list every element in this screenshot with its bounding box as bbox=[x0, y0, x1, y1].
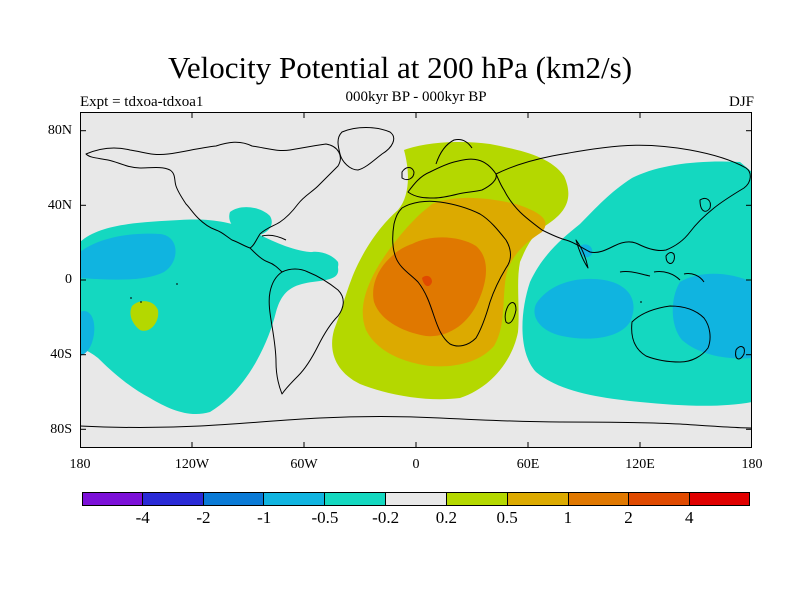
coast-japan bbox=[699, 197, 711, 212]
coast-british-isles bbox=[401, 167, 415, 181]
colorbar-label: -0.5 bbox=[311, 508, 339, 527]
colorbar-swatch-8 bbox=[568, 492, 630, 506]
coast-north-america bbox=[85, 141, 341, 249]
coast-greenland bbox=[337, 127, 395, 171]
coast-africa bbox=[392, 200, 511, 347]
lon-label-180-west: 180 bbox=[69, 457, 91, 472]
contour-pos2-core bbox=[422, 275, 432, 287]
colorbar bbox=[82, 492, 750, 506]
contour-pos02-sw-pacific bbox=[130, 301, 159, 331]
contour-neg05-pacific-west bbox=[80, 233, 176, 280]
colorbar-label: -4 bbox=[135, 508, 150, 527]
contour-pos1-africa bbox=[373, 237, 486, 337]
colorbar-label: 2 bbox=[624, 508, 633, 527]
colorbar-label: -2 bbox=[196, 508, 211, 527]
colorbar-swatch-2 bbox=[203, 492, 265, 506]
plot-title: Velocity Potential at 200 hPa (km2/s) bbox=[167, 50, 633, 85]
map-ticks bbox=[80, 112, 752, 448]
coast-new-zealand bbox=[735, 346, 745, 360]
lon-label-180-east: 180 bbox=[741, 457, 763, 472]
coast-antarctica bbox=[80, 416, 752, 429]
coast-indonesia bbox=[619, 271, 705, 283]
velocity-potential-map bbox=[80, 112, 752, 448]
lon-label-120w: 120W bbox=[174, 457, 210, 472]
colorbar-label: 0.5 bbox=[496, 508, 518, 527]
colorbar-label: -1 bbox=[257, 508, 272, 527]
coast-south-america bbox=[268, 268, 344, 395]
colorbar-swatch-0 bbox=[82, 492, 143, 506]
coast-cuba bbox=[261, 234, 287, 241]
contour-neg05-indopacific bbox=[534, 278, 634, 339]
lat-label-40s: 40S bbox=[50, 347, 72, 362]
coast-australia bbox=[631, 305, 711, 363]
colorbar-label: -0.2 bbox=[372, 508, 400, 527]
colorbar-swatch-5 bbox=[386, 492, 447, 506]
coast-philippines bbox=[665, 252, 675, 264]
season-label: DJF bbox=[728, 94, 754, 110]
colorbar-label: 1 bbox=[563, 508, 573, 527]
colorbar-swatch-9 bbox=[629, 492, 691, 506]
contour-neg05-far-west-lower bbox=[80, 310, 95, 356]
colorbar-frame bbox=[82, 492, 750, 506]
contour-neg05-east bbox=[672, 273, 752, 359]
contour-neg02-caribbean bbox=[229, 207, 272, 236]
contour-neg02-atlantic-blob bbox=[302, 251, 339, 275]
colorbar-swatch-10 bbox=[690, 492, 750, 506]
colorbar-swatch-4 bbox=[325, 492, 387, 506]
lat-label-0: 0 bbox=[65, 272, 72, 287]
coast-scandinavia bbox=[435, 139, 473, 165]
coast-india bbox=[575, 239, 589, 269]
colorbar-swatch-6 bbox=[446, 492, 508, 506]
coastlines bbox=[80, 127, 752, 429]
coast-pacific-islands bbox=[130, 283, 642, 303]
lon-label-60e: 60E bbox=[516, 457, 540, 472]
lat-label-80s: 80S bbox=[50, 422, 72, 437]
lon-label-0: 0 bbox=[412, 457, 420, 472]
contour-fills bbox=[80, 142, 752, 415]
coast-asia bbox=[495, 144, 751, 253]
lon-label-120e: 120E bbox=[625, 457, 655, 472]
coast-central-america bbox=[249, 247, 283, 273]
colorbar-label: 0.2 bbox=[435, 508, 457, 527]
colorbar-swatch-1 bbox=[142, 492, 204, 506]
lat-label-80n: 80N bbox=[47, 123, 72, 138]
lat-label-40n: 40N bbox=[47, 198, 72, 213]
plot-subtitle: 000kyr BP - 000kyr BP bbox=[345, 89, 487, 105]
experiment-label: Expt = tdxoa-tdxoa1 bbox=[80, 94, 204, 110]
lon-label-60w: 60W bbox=[290, 457, 318, 472]
coast-madagascar bbox=[504, 302, 517, 324]
colorbar-swatch-7 bbox=[507, 492, 569, 506]
colorbar-label: 4 bbox=[685, 508, 694, 527]
colorbar-swatch-3 bbox=[264, 492, 326, 506]
